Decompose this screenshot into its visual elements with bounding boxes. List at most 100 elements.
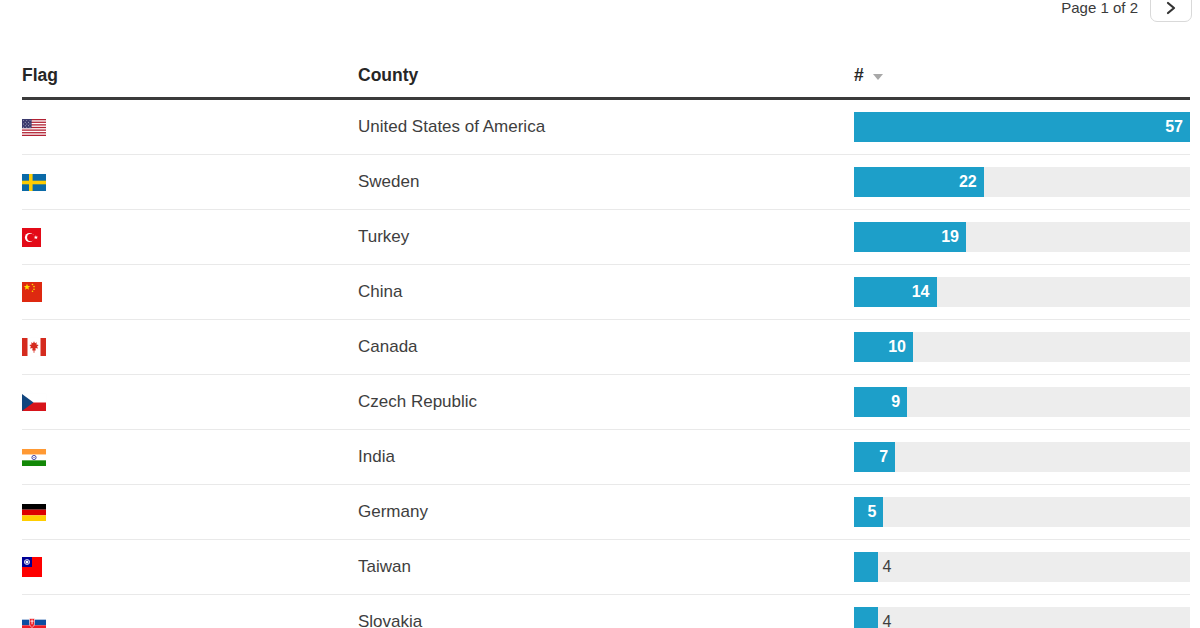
- bar-fill: 7: [854, 442, 895, 472]
- bar-fill: 9: [854, 387, 907, 417]
- bar-value: 4: [883, 552, 892, 582]
- pagination: Page 1 of 2: [1061, 0, 1192, 22]
- table-row: Germany 5: [22, 485, 1190, 540]
- bar-fill: 19: [854, 222, 966, 252]
- country-cell: Slovakia: [358, 612, 854, 628]
- bar-value: 19: [941, 228, 966, 246]
- flag-in-icon: [22, 449, 46, 466]
- flag-cell: [22, 449, 358, 466]
- country-name: China: [358, 282, 402, 301]
- bar-track: 4: [854, 552, 1190, 582]
- bar-value: 4: [883, 607, 892, 628]
- bar-track: 19: [854, 222, 1190, 252]
- table-row: United States of America 57: [22, 100, 1190, 155]
- bar-value: 22: [959, 173, 984, 191]
- count-cell: 9: [854, 387, 1190, 417]
- table-row: Czech Republic 9: [22, 375, 1190, 430]
- table-row: Canada 10: [22, 320, 1190, 375]
- country-cell: Canada: [358, 337, 854, 357]
- column-header-county[interactable]: County: [358, 65, 854, 86]
- country-name: Germany: [358, 502, 428, 521]
- country-name: Czech Republic: [358, 392, 477, 411]
- bar-track: 10: [854, 332, 1190, 362]
- bar-value: 7: [879, 448, 895, 466]
- bar-fill: 5: [854, 497, 883, 527]
- country-name: Turkey: [358, 227, 409, 246]
- flag-cell: [22, 119, 358, 136]
- bar-value: 5: [868, 503, 884, 521]
- count-cell: 4: [854, 607, 1190, 628]
- flag-cell: [22, 504, 358, 521]
- pagination-label: Page 1 of 2: [1061, 0, 1138, 18]
- flag-cell: [22, 282, 358, 302]
- bar-track: 14: [854, 277, 1190, 307]
- bar-value: 9: [891, 393, 907, 411]
- bar-fill: [854, 607, 878, 628]
- flag-cn-icon: [22, 282, 42, 302]
- column-header-flag[interactable]: Flag: [22, 65, 358, 86]
- table-row: India 7: [22, 430, 1190, 485]
- table-row: China 14: [22, 265, 1190, 320]
- bar-track: 4: [854, 607, 1190, 628]
- flag-cell: [22, 614, 358, 628]
- bar-fill: 57: [854, 112, 1190, 142]
- column-header-count[interactable]: #: [854, 65, 1190, 86]
- country-cell: China: [358, 282, 854, 302]
- flag-cell: [22, 557, 358, 577]
- flag-cell: [22, 228, 358, 247]
- country-cell: United States of America: [358, 117, 854, 137]
- country-cell: Turkey: [358, 227, 854, 247]
- flag-cz-icon: [22, 394, 46, 411]
- table-row: Sweden 22: [22, 155, 1190, 210]
- flag-tw-icon: [22, 557, 42, 577]
- sort-desc-icon: [873, 74, 883, 80]
- table-header: Flag County #: [22, 54, 1190, 100]
- country-name: Slovakia: [358, 612, 422, 628]
- count-cell: 22: [854, 167, 1190, 197]
- flag-cell: [22, 174, 358, 191]
- table-row: Taiwan 4: [22, 540, 1190, 595]
- bar-fill: 14: [854, 277, 937, 307]
- country-name: India: [358, 447, 395, 466]
- country-cell: Czech Republic: [358, 392, 854, 412]
- bar-fill: [854, 552, 878, 582]
- country-name: Sweden: [358, 172, 419, 191]
- bar-track: 22: [854, 167, 1190, 197]
- flag-sk-icon: [22, 614, 46, 628]
- flag-ca-icon: [22, 338, 46, 356]
- country-cell: India: [358, 447, 854, 467]
- count-cell: 4: [854, 552, 1190, 582]
- chevron-right-icon: [1165, 1, 1177, 15]
- flag-tr-icon: [22, 228, 41, 247]
- bar-fill: 10: [854, 332, 913, 362]
- count-cell: 10: [854, 332, 1190, 362]
- count-cell: 5: [854, 497, 1190, 527]
- country-cell: Taiwan: [358, 557, 854, 577]
- bar-fill: 22: [854, 167, 984, 197]
- bar-track: 5: [854, 497, 1190, 527]
- country-cell: Germany: [358, 502, 854, 522]
- count-cell: 7: [854, 442, 1190, 472]
- table-row: Turkey 19: [22, 210, 1190, 265]
- country-cell: Sweden: [358, 172, 854, 192]
- bar-track: 57: [854, 112, 1190, 142]
- flag-cell: [22, 394, 358, 411]
- bar-value: 10: [888, 338, 913, 356]
- flag-us-icon: [22, 119, 46, 136]
- bar-value: 14: [912, 283, 937, 301]
- count-cell: 19: [854, 222, 1190, 252]
- flag-se-icon: [22, 174, 46, 191]
- country-name: United States of America: [358, 117, 545, 136]
- country-name: Taiwan: [358, 557, 411, 576]
- bar-track: 7: [854, 442, 1190, 472]
- count-cell: 14: [854, 277, 1190, 307]
- flag-cell: [22, 338, 358, 356]
- bar-track: 9: [854, 387, 1190, 417]
- bar-value: 57: [1165, 118, 1190, 136]
- country-table: Flag County # United States of America 5…: [22, 54, 1190, 628]
- table-row: Slovakia 4: [22, 595, 1190, 628]
- table-body: United States of America 57 Sweden 22: [22, 100, 1190, 628]
- count-cell: 57: [854, 112, 1190, 142]
- flag-de-icon: [22, 504, 46, 521]
- next-page-button[interactable]: [1150, 0, 1192, 22]
